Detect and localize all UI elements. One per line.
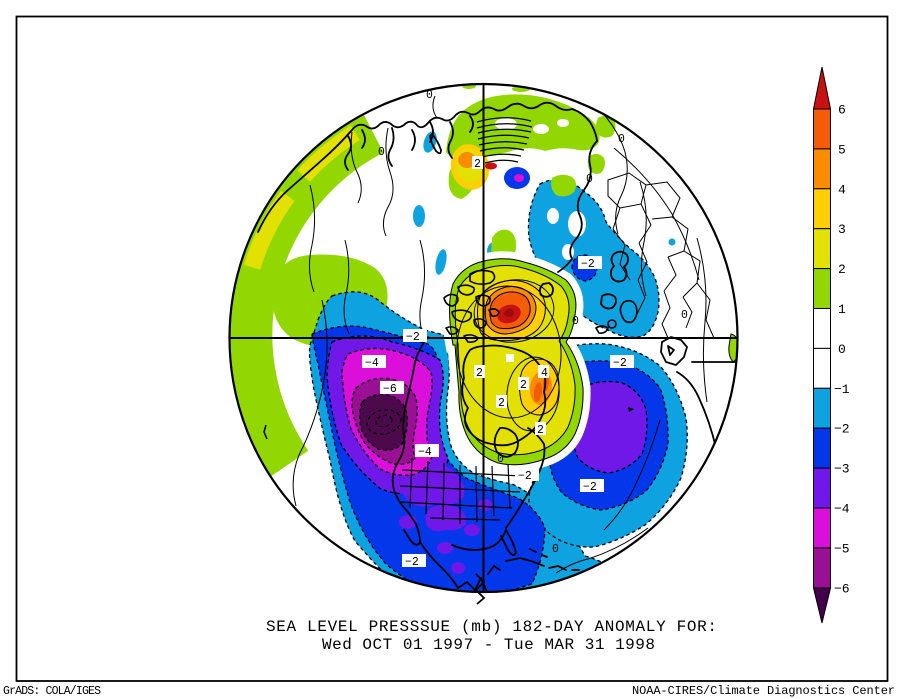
svg-text:−4: −4 [834,502,850,517]
svg-text:0: 0 [378,146,385,159]
svg-text:2: 2 [498,397,505,410]
svg-text:−2: −2 [518,470,532,483]
svg-text:3: 3 [838,222,846,237]
svg-text:−3: −3 [834,462,850,477]
svg-text:2: 2 [474,158,481,171]
svg-text:2: 2 [838,262,846,277]
svg-text:−5: −5 [834,541,850,556]
svg-text:0: 0 [572,315,579,328]
svg-text:1: 1 [838,302,846,317]
svg-text:SEA LEVEL PRESSSUE (mb) 182: SEA LEVEL PRESSSUE (mb) 182-DAY ANOMALY … [266,618,717,636]
svg-text:−4: −4 [418,446,432,459]
svg-text:2: 2 [520,379,527,392]
svg-text:6: 6 [838,103,846,118]
svg-text:Wed OCT 01 1997 - Tue MAR 31 1: Wed OCT 01 1997 - Tue MAR 31 1998 [322,636,655,654]
svg-text:5: 5 [838,142,846,157]
svg-text:−2: −2 [406,331,420,344]
svg-text:0: 0 [552,543,559,556]
svg-text:4: 4 [541,367,548,380]
svg-text:0: 0 [838,342,846,357]
svg-text:−2: −2 [834,422,850,437]
svg-text:−1: −1 [834,382,850,397]
svg-text:GrADS: COLA/IGES: GrADS: COLA/IGES [3,685,101,698]
svg-text:0: 0 [618,133,625,146]
svg-text:0: 0 [426,89,433,102]
svg-text:NOAA-CIRES/Climate Diagnostics: NOAA-CIRES/Climate Diagnostics Center [632,684,895,698]
svg-text:−4: −4 [365,357,379,370]
svg-text:2: 2 [537,424,544,437]
svg-text:0: 0 [681,309,688,322]
svg-text:4: 4 [838,182,846,197]
svg-text:−6: −6 [383,383,397,396]
svg-text:−2: −2 [581,258,595,271]
svg-text:2: 2 [476,367,483,380]
svg-text:−6: −6 [834,581,850,596]
svg-text:−2: −2 [613,357,627,370]
svg-text:0: 0 [497,453,504,466]
svg-text:−2: −2 [583,481,597,494]
svg-text:−2: −2 [405,556,419,569]
svg-text:0: 0 [586,173,593,186]
